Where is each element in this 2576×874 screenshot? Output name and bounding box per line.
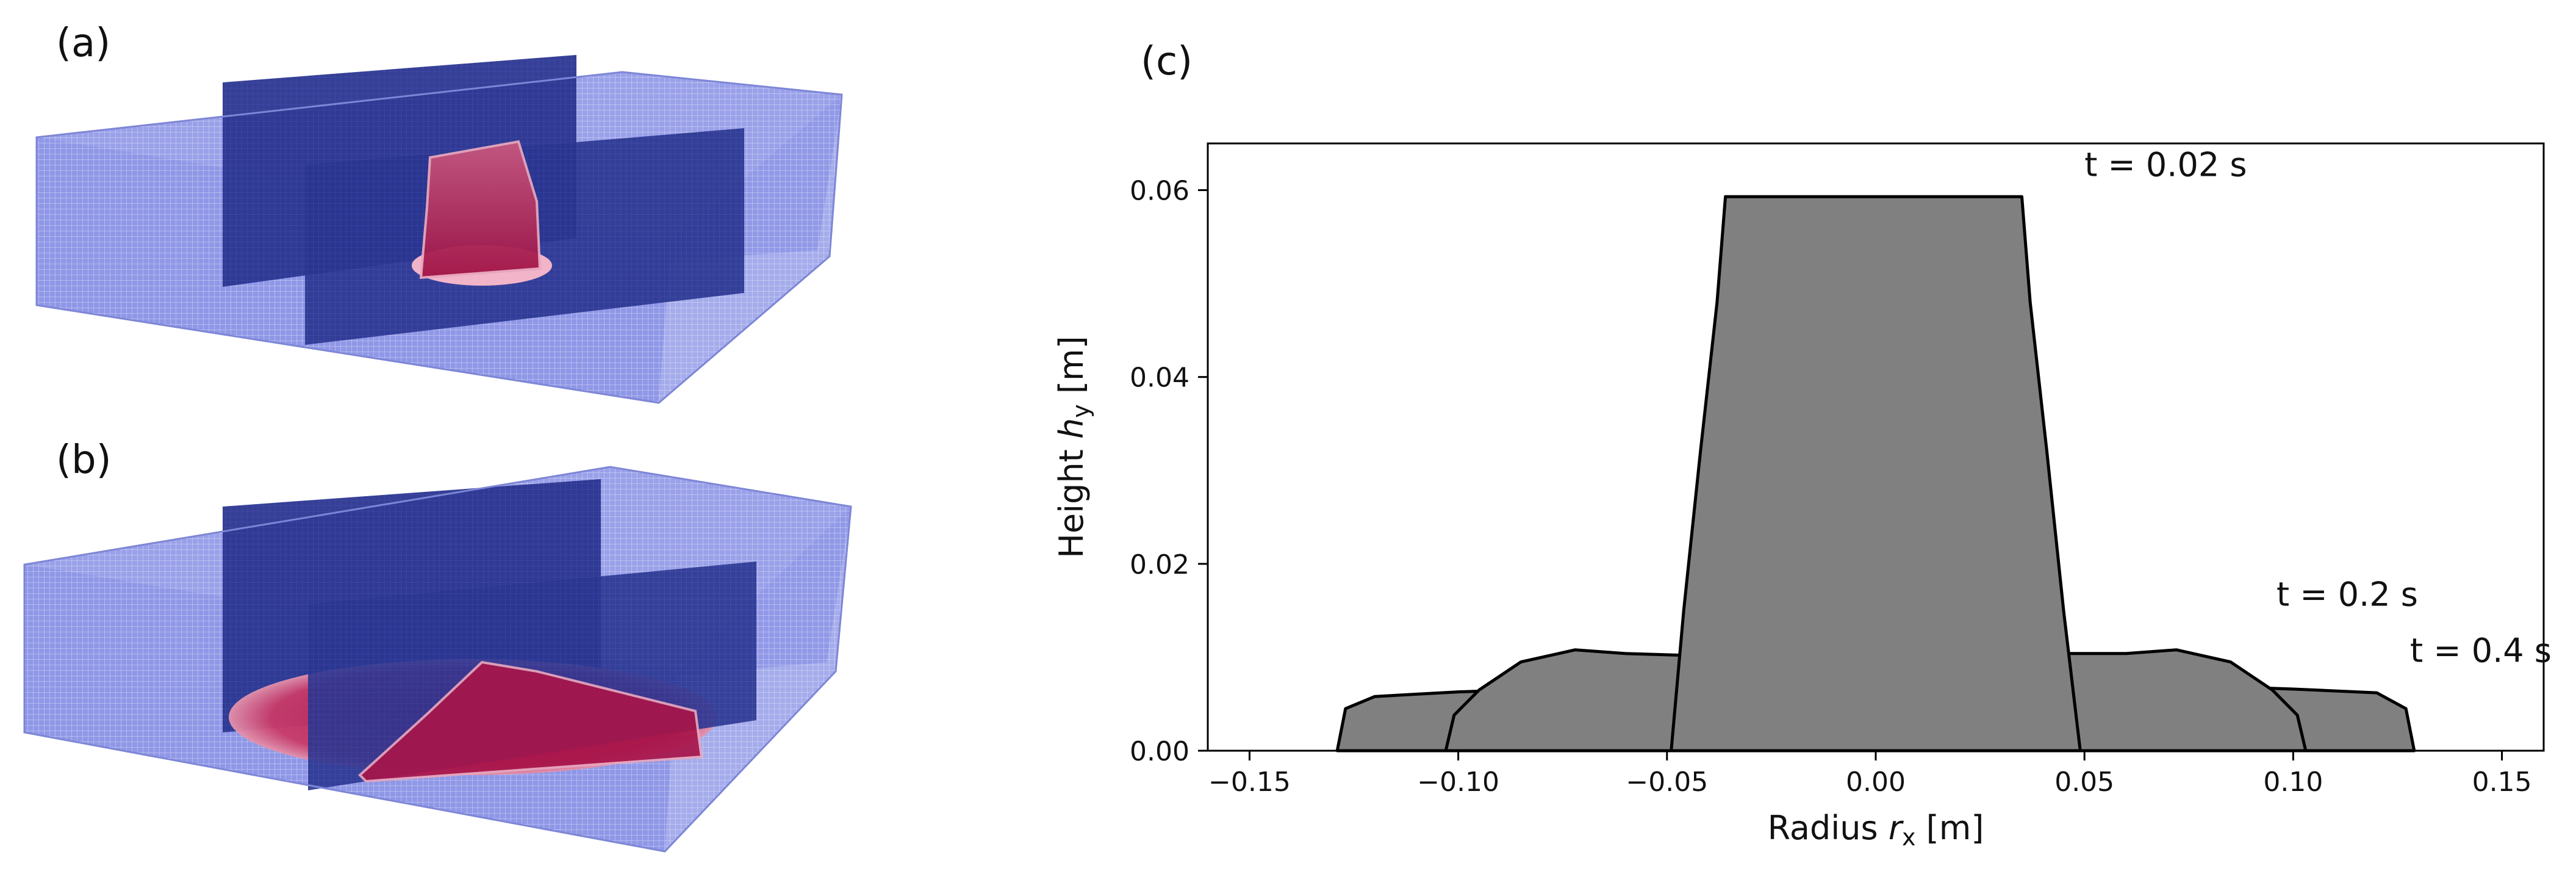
- x-tick-label: 0.05: [2054, 767, 2114, 798]
- y-tick-label: 0.04: [1130, 363, 1189, 394]
- panel-b-fluid-slice: [358, 660, 703, 783]
- x-axis-label: Radius rx [m]: [1768, 809, 1984, 851]
- panel-label-c: (c): [1141, 39, 1193, 84]
- x-tick-label: −0.05: [1626, 767, 1708, 798]
- series-label: t = 0.02 s: [2084, 146, 2247, 184]
- x-tick-label: 0.10: [2263, 767, 2323, 798]
- panel-a-right-face: [659, 95, 842, 403]
- series-label: t = 0.2 s: [2276, 576, 2418, 614]
- x-tick-label: 0.00: [1846, 767, 1906, 798]
- panel-a-outline: [35, 71, 843, 404]
- y-tick-label: 0.06: [1130, 176, 1189, 207]
- series-label: t = 0.4 s: [2410, 632, 2552, 670]
- panel-label-a: (a): [56, 21, 110, 66]
- profile-series-t-0-02-s: [1670, 195, 2082, 753]
- panel-a-fluid-column: [419, 140, 542, 280]
- y-axis-label: Height hy [m]: [1052, 336, 1094, 558]
- panel-b-right-face: [665, 507, 851, 851]
- panel-a-domain: [35, 55, 843, 404]
- panel-label-b: (b): [56, 438, 112, 483]
- y-ticks: 0.00 0.02 0.04 0.06: [1130, 176, 1208, 767]
- profile-chart: −0.15 −0.10 −0.05 0.00 0.05 0.10 0.15 0.00 0.02…: [1052, 142, 2552, 851]
- x-tick-label: −0.15: [1208, 767, 1291, 798]
- panel-b-domain: [23, 466, 852, 853]
- x-ticks: −0.15 −0.10 −0.05 0.00 0.05 0.10 0.15: [1208, 751, 2532, 798]
- x-tick-label: −0.10: [1417, 767, 1499, 798]
- y-tick-label: 0.00: [1130, 736, 1189, 767]
- panel-b-outline: [23, 466, 852, 853]
- series-labels: t = 0.4 s t = 0.2 s t = 0.02 s: [2084, 146, 2552, 670]
- series-layer: [1335, 195, 2416, 753]
- x-tick-label: 0.15: [2472, 767, 2532, 798]
- y-tick-label: 0.02: [1130, 549, 1189, 580]
